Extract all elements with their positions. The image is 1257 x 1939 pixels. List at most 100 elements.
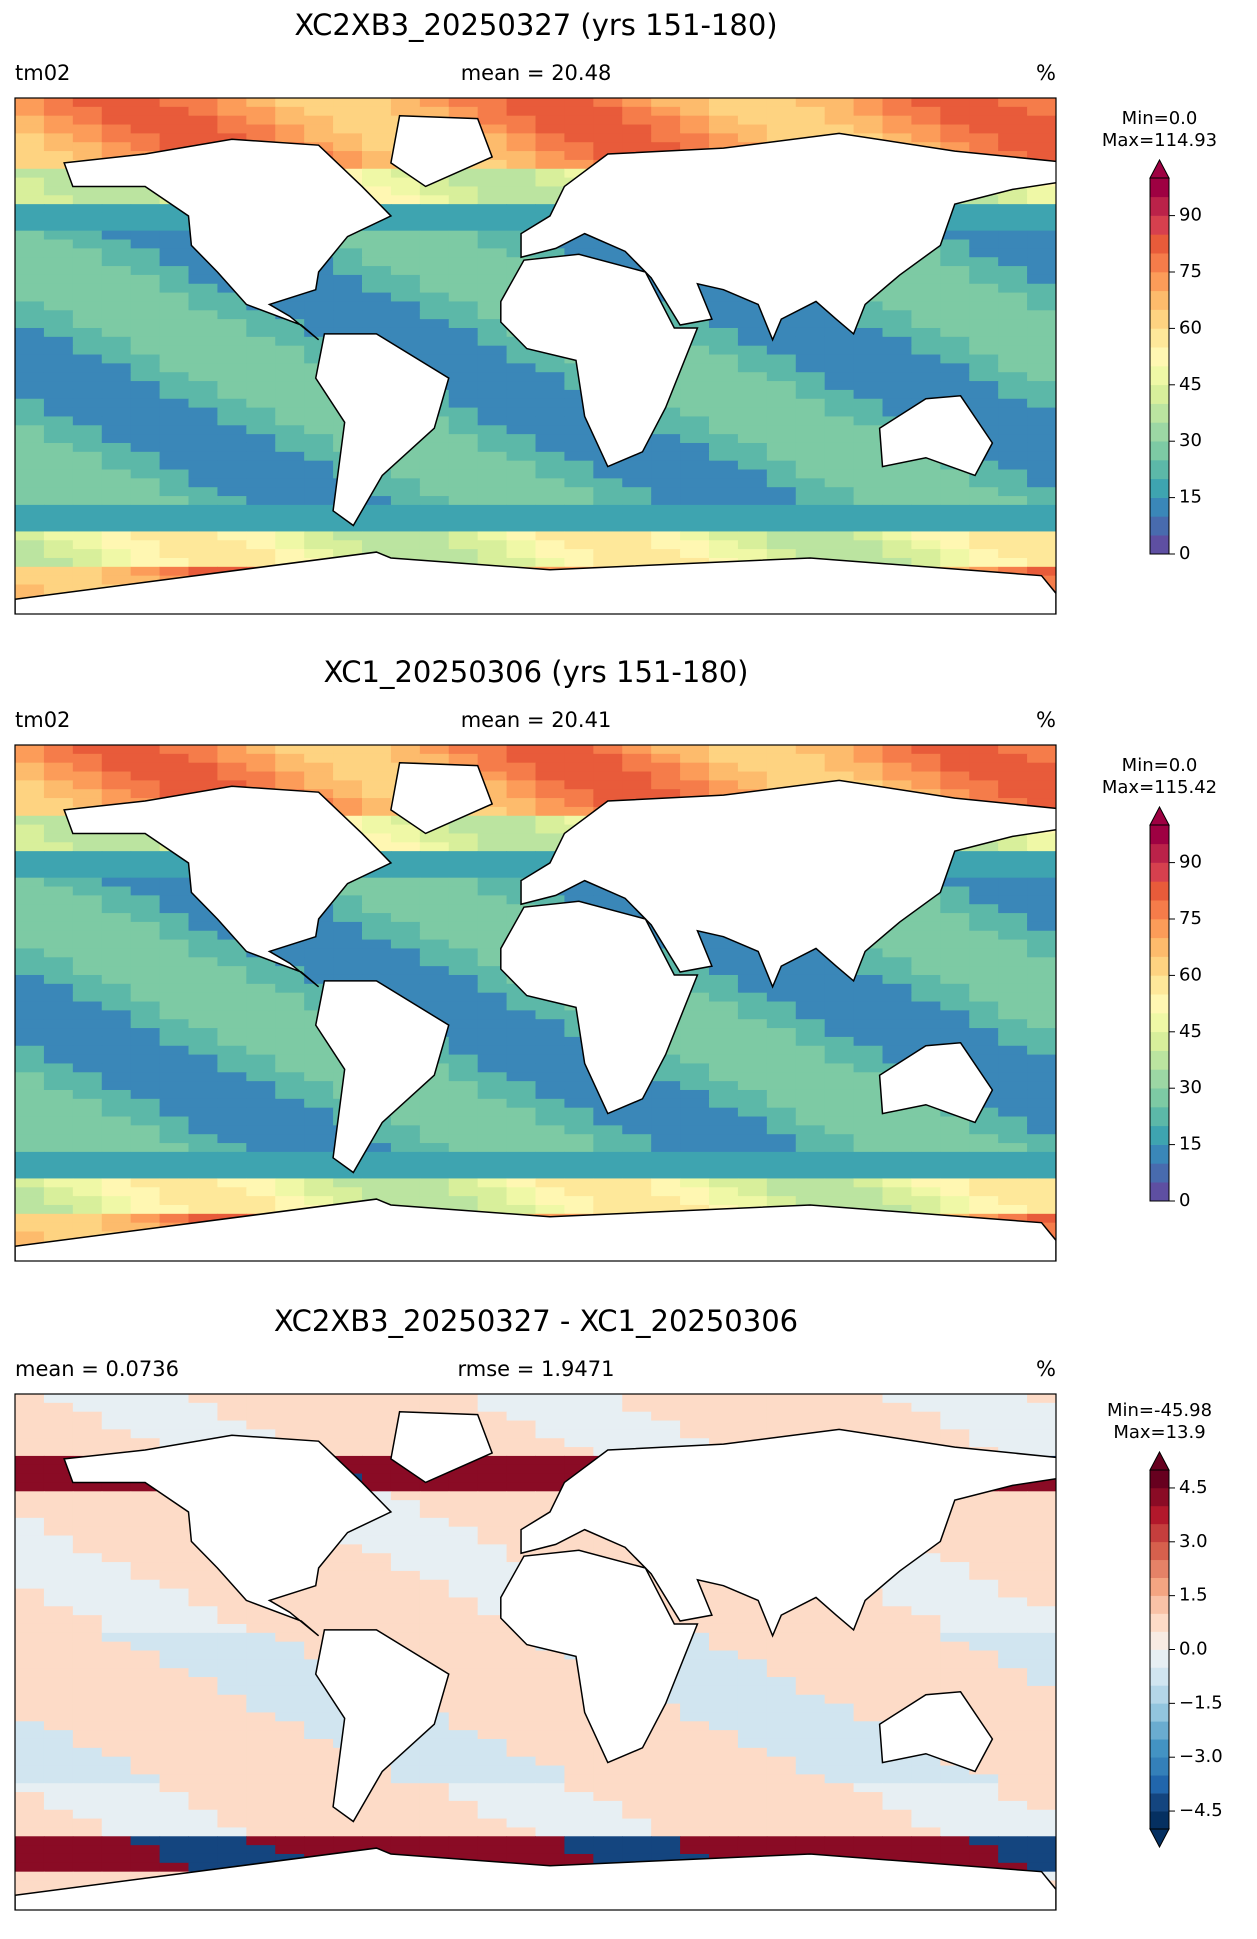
field-cell [622, 540, 652, 550]
field-cell [130, 1508, 161, 1519]
field-cell [824, 327, 855, 338]
field-cell [969, 301, 999, 311]
field-cell [1027, 248, 1056, 258]
field-cell [188, 381, 218, 391]
field-cell [188, 487, 218, 497]
field-cell [390, 513, 421, 524]
field-cell [390, 1402, 421, 1413]
field-cell [998, 549, 1028, 559]
colorbar-tick-label: 75 [1179, 908, 1202, 929]
field-cell [853, 469, 883, 479]
field-cell [362, 151, 392, 161]
field-cell [1027, 1429, 1056, 1439]
field-cell [998, 248, 1028, 258]
field-cell [130, 212, 161, 223]
field-cell [130, 1001, 161, 1011]
field-cell [419, 930, 450, 941]
map-field [15, 1394, 1056, 1910]
field-cell [101, 212, 132, 223]
field-cell [159, 851, 189, 861]
colorbar-tick-label: 30 [1179, 430, 1202, 451]
field-cell [680, 1402, 710, 1413]
field-cell [15, 133, 45, 143]
field-cell [680, 106, 710, 117]
field-cell [767, 1267, 796, 1276]
field-cell [737, 1089, 768, 1100]
field-cell [130, 1019, 161, 1029]
field-cell [737, 1125, 768, 1135]
field-cell [130, 531, 161, 541]
field-cell [246, 992, 276, 1003]
field-cell [1027, 1196, 1056, 1206]
field-cell [217, 398, 247, 409]
field-cell [506, 833, 536, 843]
field-cell [333, 798, 363, 808]
field-cell [651, 1151, 681, 1162]
field-cell [911, 310, 941, 320]
field-cell [15, 274, 45, 285]
field-cell [246, 327, 276, 338]
field-cell [246, 522, 276, 532]
field-cell [506, 442, 536, 453]
field-cell [969, 1429, 999, 1439]
max-label: Max=114.93 [1102, 130, 1217, 151]
field-cell [680, 1116, 710, 1126]
field-cell [824, 1001, 855, 1011]
field-cell [275, 1045, 305, 1056]
field-cell [709, 425, 739, 435]
field-cell [362, 780, 392, 790]
field-cell [275, 398, 305, 409]
field-cell [15, 1526, 45, 1537]
field-cell [940, 504, 970, 515]
field-cell [998, 1267, 1027, 1276]
field-cell [680, 398, 710, 409]
field-cell [882, 115, 912, 126]
map-frame [14, 97, 1057, 615]
field-cell [969, 1187, 999, 1197]
field-cell [1027, 345, 1056, 356]
field-cell [477, 345, 508, 356]
field-cell [390, 98, 421, 108]
field-cell [72, 106, 103, 117]
field-cell [680, 124, 710, 134]
field-cell [43, 363, 74, 373]
land [63, 138, 393, 341]
field-cell [824, 762, 855, 773]
field-cell [390, 248, 421, 258]
field-cell [506, 1063, 536, 1073]
field-cell [419, 266, 450, 276]
field-cell [477, 966, 508, 976]
field-cell [911, 1196, 941, 1206]
field-cell [564, 106, 594, 117]
field-cell [130, 566, 161, 577]
field-cell [419, 487, 450, 497]
field-cell [188, 133, 218, 143]
field-cell [535, 142, 565, 152]
colorbar-segment [1150, 1013, 1169, 1033]
field-cell [448, 992, 479, 1003]
field-cell [622, 1116, 652, 1126]
colorbar-segment [1150, 1182, 1169, 1202]
field-cell [43, 557, 74, 568]
field-cell [911, 1411, 941, 1422]
field-cell [15, 1482, 45, 1492]
field-cell [130, 957, 161, 967]
field-cell [15, 345, 45, 356]
field-cell [824, 771, 855, 781]
field-cell [101, 851, 132, 861]
field-cell [419, 204, 450, 214]
field-cell [477, 1517, 508, 1528]
field-cell [362, 1411, 392, 1422]
field-cell [217, 496, 247, 506]
field-cell [998, 345, 1028, 356]
field-cell [72, 1429, 103, 1439]
field-cell [246, 460, 276, 471]
field-cell [1027, 1267, 1056, 1276]
field-cell [795, 1081, 826, 1091]
field-cell [159, 478, 189, 488]
field-cell [535, 824, 565, 834]
field-cell [333, 904, 363, 914]
field-cell [998, 1169, 1028, 1179]
field-cell [101, 1072, 132, 1082]
field-cell [448, 1045, 479, 1056]
